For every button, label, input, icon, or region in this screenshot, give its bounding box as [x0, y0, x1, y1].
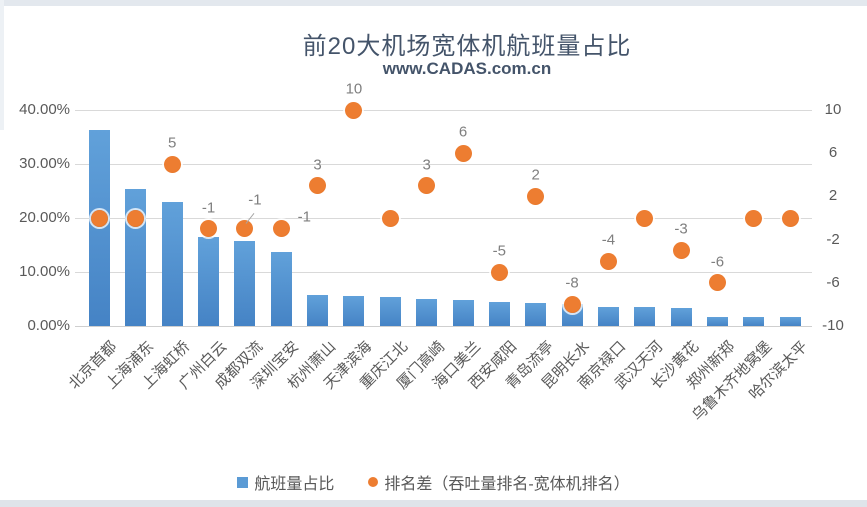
scatter-point-厦门高崎	[418, 177, 436, 195]
window-left-band	[0, 0, 4, 130]
bar-series-swatch-icon	[237, 476, 249, 488]
scatter-point-北京首都	[91, 209, 108, 227]
chart-title: 前20大机场宽体机航班量占比	[302, 33, 632, 60]
point-label-上海虹桥: 5	[168, 134, 177, 152]
x-axis-line	[75, 326, 812, 327]
bar-上海虹桥	[161, 201, 183, 326]
point-label-郑州新郑: -6	[710, 253, 725, 271]
scatter-point-武汉天河	[636, 209, 654, 227]
bar-青岛流亭	[525, 303, 547, 326]
right-axis-tick: 10	[824, 101, 842, 118]
gridline	[75, 164, 812, 165]
scatter-point-郑州新郑	[708, 274, 726, 292]
bar-成都双流	[234, 240, 256, 326]
bar-厦门高崎	[416, 299, 438, 326]
scatter-point-海口美兰	[454, 144, 472, 162]
window-top-band	[0, 0, 867, 6]
bar-长沙黄花	[670, 308, 692, 326]
gridline	[75, 272, 812, 273]
scatter-point-西安咸阳	[490, 263, 508, 281]
scatter-point-深圳宝安	[272, 220, 290, 238]
bar-西安咸阳	[488, 302, 510, 326]
scatter-point-乌鲁木齐地窝堡	[745, 209, 763, 227]
point-label-昆明长水: -8	[565, 274, 579, 292]
bar-重庆江北	[379, 296, 401, 326]
legend-label-flight-share: 航班量占比	[254, 476, 335, 493]
legend: 航班量占比 排名差（吞吐量排名-宽体机排名）	[0, 470, 867, 494]
right-axis-tick: 6	[828, 144, 838, 162]
bar-海口美兰	[452, 300, 474, 326]
scatter-point-天津滨海	[345, 101, 363, 119]
bar-广州白云	[198, 237, 220, 326]
legend-item-flight-share: 航班量占比	[237, 470, 334, 494]
point-label-天津滨海: 10	[345, 80, 363, 98]
bar-乌鲁木齐地窝堡	[743, 317, 765, 326]
bar-南京禄口	[597, 306, 619, 326]
scatter-point-昆明长水	[563, 295, 581, 313]
gridline	[75, 218, 812, 219]
left-axis-tick: 40.00%	[19, 101, 70, 118]
point-label-西安咸阳: -5	[492, 242, 507, 260]
window-bottom-band	[0, 500, 867, 507]
right-axis-tick: -10	[822, 317, 844, 334]
scatter-point-广州白云	[200, 220, 218, 238]
left-axis-tick: 10.00%	[19, 263, 70, 280]
bar-北京首都	[89, 129, 110, 326]
scatter-point-重庆江北	[381, 209, 399, 227]
bar-杭州萧山	[307, 294, 329, 326]
legend-label-rank-diff: 排名差（吞吐量排名-宽体机排名）	[384, 476, 630, 493]
bar-深圳宝安	[270, 252, 292, 326]
point-label-成都双流: -1	[248, 191, 262, 209]
right-axis-tick: -2	[826, 230, 840, 248]
scatter-point-成都双流	[236, 220, 254, 238]
point-label-青岛流亭: 2	[531, 166, 540, 184]
left-axis-tick: 30.00%	[19, 155, 70, 172]
scatter-point-南京禄口	[599, 252, 617, 270]
scatter-point-上海浦东	[127, 209, 145, 227]
left-axis-tick: 0.00%	[27, 317, 70, 334]
scatter-point-长沙黄花	[672, 241, 690, 259]
bar-天津滨海	[343, 295, 365, 326]
bar-郑州新郑	[706, 316, 728, 326]
bar-武汉天河	[634, 307, 656, 326]
point-label-长沙黄花: -3	[674, 220, 688, 238]
left-axis-tick: 20.00%	[19, 209, 70, 226]
scatter-point-哈尔滨太平	[781, 209, 799, 227]
legend-item-rank-diff: 排名差（吞吐量排名-宽体机排名）	[368, 470, 630, 494]
point-label-海口美兰: 6	[458, 123, 468, 141]
point-label-广州白云: -1	[201, 199, 216, 217]
gridline	[75, 110, 812, 111]
bar-哈尔滨太平	[779, 316, 801, 326]
point-label-深圳宝安: -1	[297, 208, 311, 226]
right-axis-tick: -6	[826, 273, 840, 291]
scatter-series-swatch-icon	[368, 477, 379, 487]
right-axis-tick: 2	[828, 187, 838, 205]
chart-subtitle: www.CADAS.com.cn	[382, 59, 552, 78]
point-label-南京禄口: -4	[601, 231, 616, 249]
scatter-point-上海虹桥	[163, 155, 181, 173]
point-label-杭州萧山: 3	[313, 156, 322, 174]
point-label-厦门高崎: 3	[422, 156, 431, 174]
scatter-point-杭州萧山	[309, 177, 327, 195]
scatter-point-青岛流亭	[527, 187, 545, 205]
